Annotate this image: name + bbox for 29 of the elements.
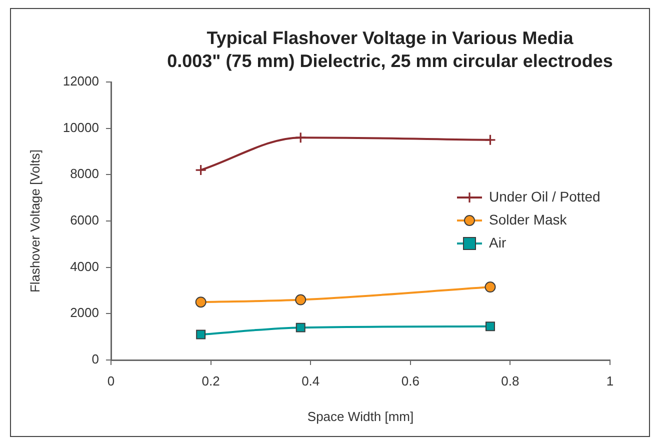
x-axis-title: Space Width [mm]: [307, 408, 414, 424]
y-tick-label: 2000: [70, 305, 99, 320]
point: [484, 134, 496, 146]
point: [196, 330, 206, 340]
y-tick-label: 8000: [70, 166, 99, 182]
x-tick-label: 0.6: [401, 373, 420, 388]
x-tick-label: 0.8: [501, 373, 520, 388]
x-tick-label: 0.4: [302, 373, 320, 388]
y-tick-label: 12000: [62, 74, 99, 89]
legend-label: Air: [489, 234, 506, 250]
chart-subtitle: 0.003" (75 mm) Dielectric, 25 mm circular electrodes: [166, 50, 614, 73]
point: [296, 322, 306, 332]
y-tick-label: 4000: [70, 258, 99, 274]
point: [295, 294, 306, 306]
y-axis-title: Flashover Voltage [Volts]: [27, 149, 42, 293]
point: [195, 296, 206, 308]
point: [195, 164, 207, 176]
x-tick-label: 0.2: [202, 373, 220, 388]
legend-label: Under Oil / Potted: [489, 188, 600, 204]
point: [294, 132, 306, 144]
chart-title: Typical Flashover Voltage in Various Media: [206, 27, 574, 50]
x-tick-label: 1: [606, 373, 614, 388]
point: [486, 322, 495, 332]
y-tick-label: 6000: [70, 212, 99, 228]
y-tick-label: 10000: [62, 120, 99, 135]
x-tick-label: 0: [107, 373, 115, 388]
point: [484, 282, 496, 293]
legend-label: Solder Mask: [489, 211, 568, 228]
y-tick-label: 0: [92, 352, 99, 367]
